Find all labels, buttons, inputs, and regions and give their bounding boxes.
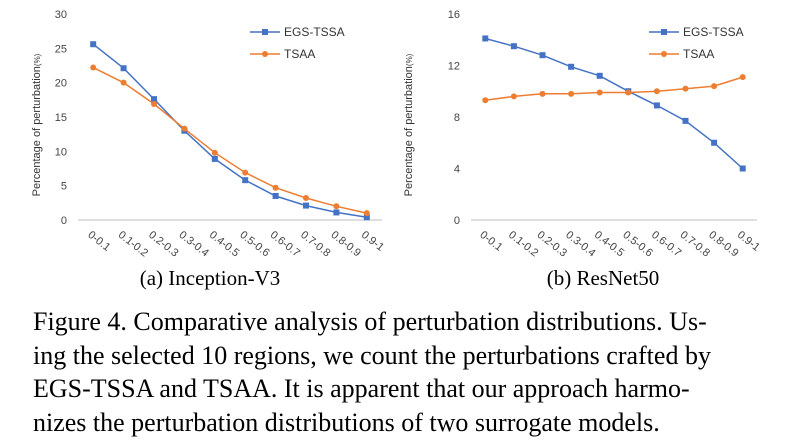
- data-point-egs-tssa: [739, 165, 746, 172]
- caption-line: ing the selected 10 regions, we count th…: [33, 340, 711, 370]
- x-tick-label: 0.5-0.6: [620, 229, 654, 260]
- y-tick-label: 25: [55, 43, 67, 55]
- x-tick-label: 0-0.1: [477, 229, 504, 254]
- data-point-tsaa: [682, 85, 689, 92]
- y-tick-label: 5: [61, 181, 67, 193]
- data-point-tsaa: [211, 149, 218, 156]
- y-axis-title: Percentage of perturbation(%): [31, 53, 43, 196]
- x-tick-label: 0.1-0.2: [116, 229, 150, 260]
- data-point-tsaa: [272, 184, 279, 191]
- data-point-egs-tssa: [303, 202, 309, 209]
- data-point-tsaa: [242, 169, 249, 176]
- x-tick-label: 0.2-0.3: [535, 229, 569, 260]
- y-tick-label: 0: [454, 215, 460, 227]
- series-line-egs-tssa: [485, 37, 744, 170]
- data-point-tsaa: [151, 100, 157, 107]
- x-tick-label: 0.7-0.8: [678, 229, 712, 260]
- data-point-tsaa: [303, 195, 309, 202]
- y-tick-label: 0: [61, 215, 67, 227]
- x-tick-label: 0.8-0.9: [329, 229, 363, 260]
- subcaption-resnet50: (b) ResNet50: [546, 266, 660, 290]
- data-point-egs-tssa: [242, 177, 249, 184]
- data-point-egs-tssa: [711, 139, 718, 146]
- x-tick-label: 0.1-0.2: [506, 229, 540, 260]
- caption-line: Figure 4. Comparative analysis of pertur…: [33, 307, 707, 336]
- data-point-tsaa: [120, 79, 127, 86]
- data-point-tsaa: [181, 125, 188, 132]
- y-tick-label: 10: [55, 146, 67, 158]
- x-tick-label: 0.8-0.9: [706, 229, 740, 260]
- data-point-egs-tssa: [90, 41, 97, 48]
- y-tick-label: 15: [55, 112, 67, 124]
- data-point-egs-tssa: [510, 43, 517, 50]
- series-line-egs-tssa: [92, 43, 367, 219]
- y-tick-label: 30: [55, 9, 67, 21]
- data-point-egs-tssa: [272, 192, 279, 199]
- data-point-egs-tssa: [539, 52, 546, 59]
- x-tick-label: 0.4-0.5: [592, 229, 626, 260]
- y-tick-label: 8: [454, 112, 460, 124]
- y-axis-title-text: Percentage of perturbation: [403, 66, 415, 196]
- x-tick-label: 0.4-0.5: [207, 229, 241, 260]
- data-point-tsaa: [625, 89, 632, 96]
- y-axis-title-text: Percentage of perturbation: [31, 66, 43, 196]
- legend-marker: [262, 29, 268, 35]
- data-point-tsaa: [482, 97, 489, 104]
- data-point-tsaa: [739, 74, 746, 81]
- y-axis-title: Percentage of perturbation(%): [403, 53, 415, 196]
- y-tick-label: 12: [448, 61, 460, 73]
- caption-line: nizes the perturbation distributions of …: [33, 407, 660, 437]
- y-tick-label: 20: [55, 78, 67, 90]
- chart-resnet50: 0 4 8 12 16 Percentage of perturbation(%) 0-0.…: [403, 9, 762, 260]
- x-tick-label: 0.3-0.4: [177, 229, 211, 260]
- x-tick-label: 0.9-1: [359, 229, 386, 254]
- y-tick-label: 16: [448, 9, 460, 21]
- legend-marker: [262, 51, 268, 57]
- legend-marker: [661, 51, 667, 57]
- y-axis-unit: (%): [405, 53, 414, 66]
- data-point-egs-tssa: [596, 72, 603, 79]
- data-point-egs-tssa: [151, 96, 157, 103]
- data-point-egs-tssa: [211, 155, 218, 162]
- legend-label: EGS-TSSA: [683, 25, 744, 39]
- data-point-egs-tssa: [682, 117, 689, 124]
- x-tick-label: 0-0.1: [85, 229, 112, 254]
- data-point-tsaa: [653, 88, 660, 95]
- chart-inception-v3: 0 5 10 15 20 25 30 Percentage of perturbation(%…: [31, 9, 386, 260]
- series-line-tsaa: [485, 76, 743, 102]
- legend-label: TSAA: [284, 47, 315, 61]
- data-point-tsaa: [711, 83, 718, 90]
- legend-label: TSAA: [683, 47, 714, 61]
- x-tick-label: 0.5-0.6: [237, 229, 271, 260]
- data-point-egs-tssa: [568, 63, 575, 70]
- legend-label: EGS-TSSA: [284, 25, 345, 39]
- data-point-egs-tssa: [333, 209, 340, 216]
- y-tick-label: 4: [454, 164, 460, 176]
- legend-marker: [661, 29, 667, 35]
- x-tick-label: 0.3-0.4: [563, 229, 597, 260]
- data-point-egs-tssa: [653, 102, 660, 109]
- x-tick-label: 0.7-0.8: [298, 229, 332, 260]
- series-line-tsaa: [92, 66, 367, 214]
- caption-line: EGS-TSSA and TSAA. It is apparent that o…: [33, 374, 690, 403]
- data-point-tsaa: [90, 64, 97, 71]
- data-point-tsaa: [363, 210, 370, 217]
- data-point-tsaa: [510, 93, 517, 100]
- data-point-egs-tssa: [120, 65, 127, 72]
- subcaption-inception-v3: (a) Inception-V3: [139, 266, 281, 290]
- data-point-egs-tssa: [363, 214, 370, 221]
- data-point-tsaa: [539, 90, 546, 97]
- x-tick-label: 0.6-0.7: [268, 229, 302, 260]
- y-axis-unit: (%): [33, 53, 42, 66]
- data-point-tsaa: [568, 90, 575, 97]
- figure-caption: Figure 4. Comparative analysis of pertur…: [33, 305, 773, 439]
- data-point-tsaa: [333, 203, 340, 210]
- data-point-tsaa: [596, 89, 603, 96]
- x-tick-label: 0.6-0.7: [649, 229, 683, 260]
- x-tick-label: 0.2-0.3: [146, 229, 180, 260]
- data-point-egs-tssa: [482, 35, 489, 42]
